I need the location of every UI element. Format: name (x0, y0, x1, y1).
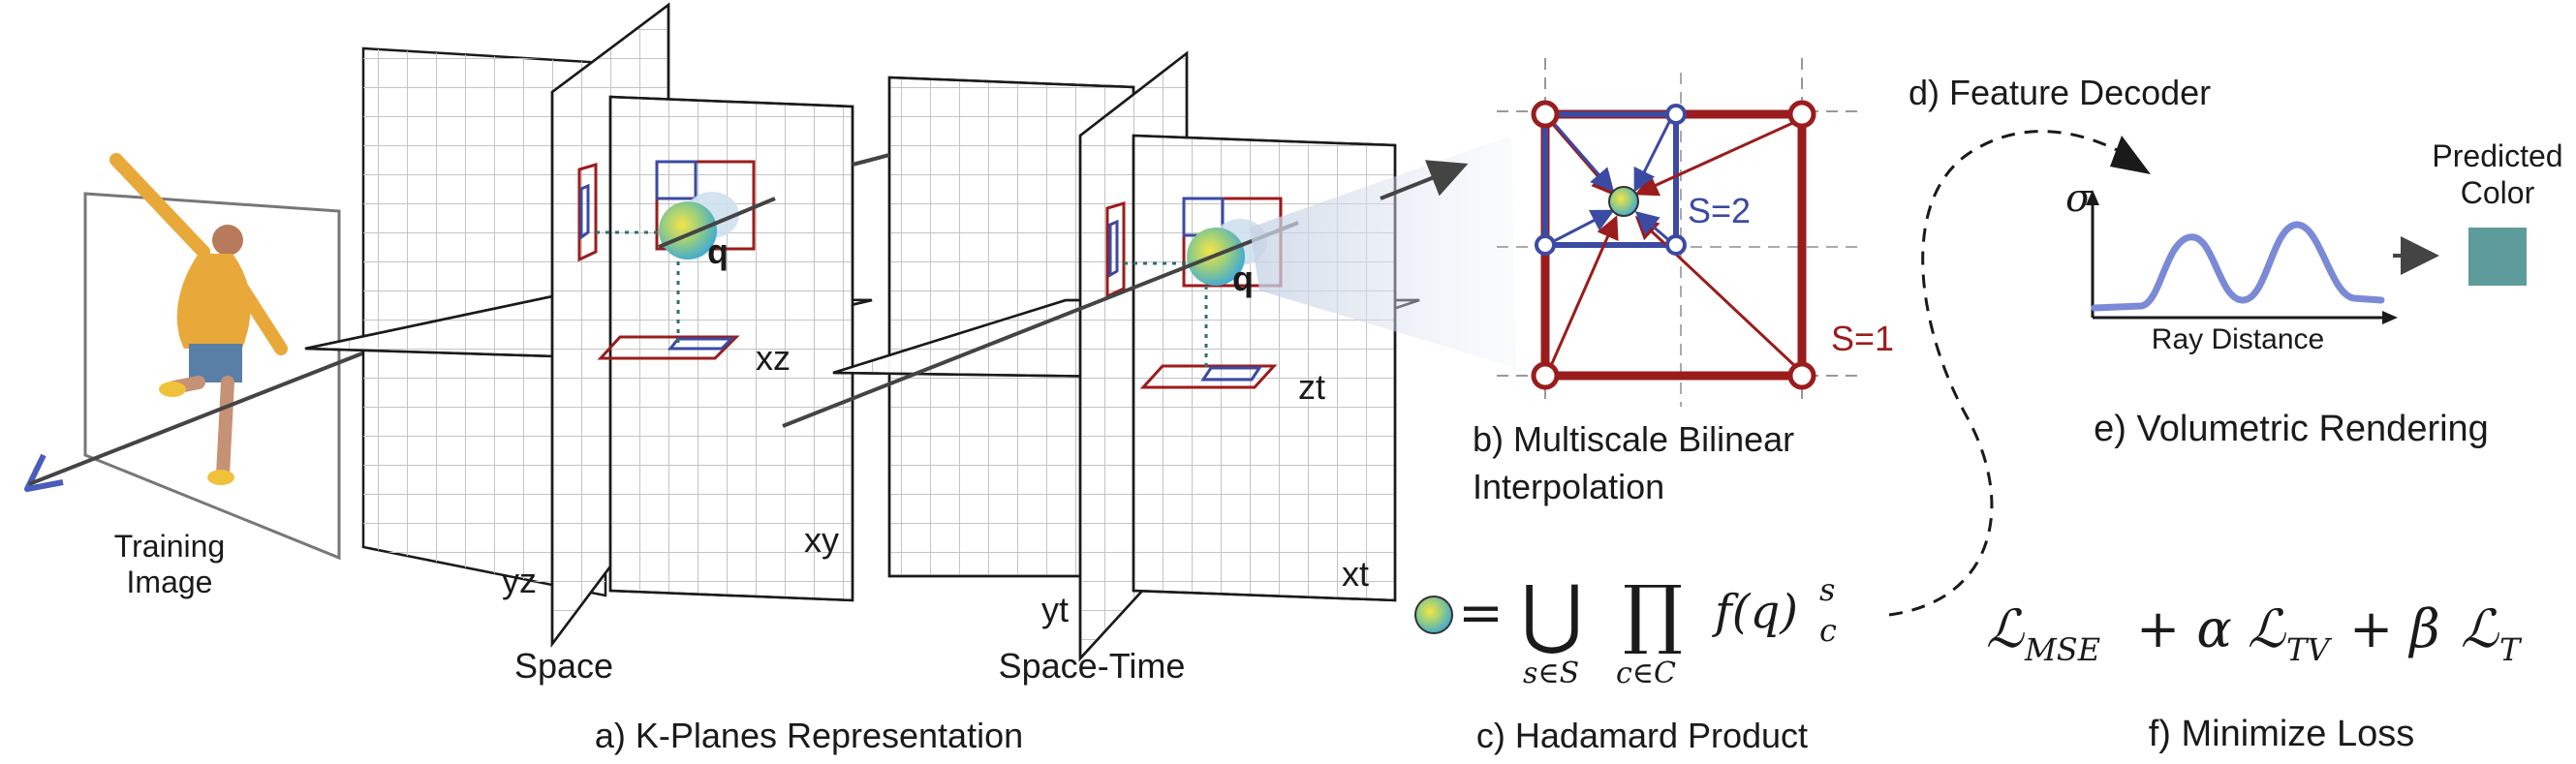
dancer-figure (109, 153, 288, 485)
sigma-label: σ (2065, 176, 2094, 221)
decoder-arrow-head (2110, 136, 2151, 174)
plane-label-xt: xt (1342, 554, 1369, 594)
density-curve (2091, 221, 2385, 312)
plane-label-yz: yz (502, 561, 537, 600)
volumetric-rendering-caption: e) Volumetric Rendering (2094, 409, 2489, 449)
plane-label-xy: xy (804, 520, 839, 560)
spacetime-caption: Space-Time (999, 646, 1186, 686)
loss-term-tv: ℒ (2248, 598, 2286, 659)
feature-decoder-label: d) Feature Decoder (1909, 73, 2211, 112)
training-image-panel: Training Image (24, 153, 548, 599)
kplanes-caption: a) K-Planes Representation (595, 716, 1023, 755)
predicted-color-label-line1: Predicted (2432, 138, 2562, 173)
spacetime-planes: q zt xt yt Space-Time (782, 50, 1420, 686)
decoder-flow-arrow (1888, 130, 2127, 617)
plane-label-xz: xz (756, 338, 791, 378)
predicted-color-swatch (2468, 228, 2527, 286)
training-image-label-line1: Training (114, 529, 225, 564)
spacetime-point-label: q (1232, 259, 1254, 298)
hadamard-union-sub: s∈S (1523, 657, 1579, 690)
loss-op-alpha: + α (2136, 598, 2232, 659)
hadamard-caption: c) Hadamard Product (1476, 716, 1808, 755)
hadamard-equation: = ⋃ s∈S ∏ c∈C f(q) s c c) Hadamard Produ… (1414, 570, 1837, 755)
image-frame (83, 192, 341, 561)
loss-term-mse-sub: MSE (2024, 631, 2100, 668)
plane-label-yt: yt (1041, 590, 1069, 629)
zoom-arrow (1380, 160, 1469, 200)
space-caption: Space (514, 646, 613, 686)
space-planes: q xz xy yz Space (304, 2, 890, 686)
scale-1-label: S=1 (1831, 319, 1894, 358)
hadamard-sub: c (1819, 612, 1837, 649)
hadamard-prod: ∏ (1623, 570, 1683, 657)
scale-2-label: S=2 (1688, 191, 1751, 230)
loss-term-t: ℒ (2461, 598, 2499, 659)
hadamard-term: f(q) (1712, 585, 1798, 639)
loss-term-t-sub: T (2499, 631, 2523, 668)
hadamard-sup: s (1819, 571, 1835, 608)
loss-op-beta: + β (2349, 598, 2440, 659)
bilinear-caption-line1: b) Multiscale Bilinear (1473, 419, 1794, 459)
hadamard-prod-sub: c∈C (1616, 657, 1676, 690)
loss-term-tv-sub: TV (2286, 631, 2332, 668)
volumetric-plot: σ Ray Distance (2065, 176, 2398, 355)
camera-icon (24, 453, 64, 492)
minimize-loss-caption: f) Minimize Loss (2149, 714, 2415, 754)
bilinear-caption-line2: Interpolation (1473, 467, 1664, 506)
loss-equation: ℒ MSE + α ℒ TV + β ℒ T (1986, 598, 2523, 668)
ray-distance-label: Ray Distance (2152, 323, 2324, 355)
training-image-label-line2: Image (127, 565, 213, 599)
space-point-label: q (707, 231, 729, 271)
predicted-color-label-line2: Color (2461, 175, 2535, 210)
loss-term-mse: ℒ (1986, 598, 2025, 659)
hadamard-equals: = (1458, 582, 1504, 645)
plane-label-zt: zt (1298, 367, 1325, 407)
bilinear-interpolation-panel: S=2 S=1 b) Multiscale Bilinear Interpola… (1473, 58, 1894, 506)
hadamard-union: ⋃ (1521, 570, 1583, 657)
